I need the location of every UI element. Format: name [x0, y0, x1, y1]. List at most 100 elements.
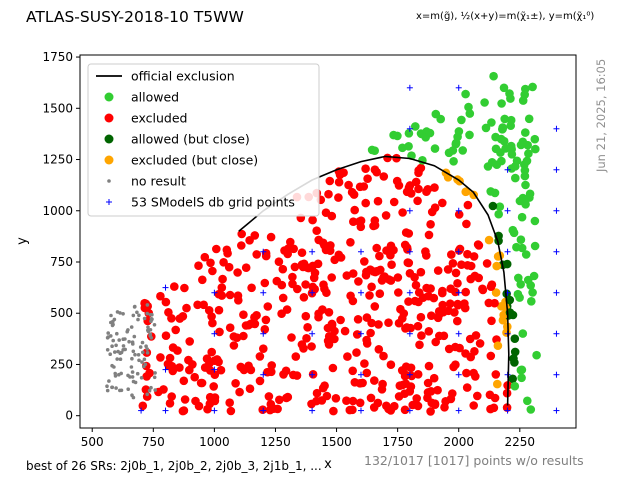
db-grid-point	[309, 407, 316, 414]
scan-point	[318, 383, 328, 393]
no-result-point	[110, 344, 114, 349]
scan-point	[462, 383, 472, 392]
scan-point	[386, 360, 396, 370]
scan-point	[245, 384, 255, 394]
no-result-point	[129, 325, 134, 329]
no-result-point	[142, 364, 146, 369]
scan-point	[361, 198, 371, 208]
scan-point	[291, 352, 301, 361]
scan-point	[266, 232, 276, 242]
scan-point	[360, 359, 369, 368]
no-result-point	[113, 350, 117, 354]
x-tick-label: 1250	[260, 435, 291, 449]
db-grid-point	[504, 407, 511, 414]
no-result-point	[105, 384, 109, 389]
scan-point	[489, 71, 498, 81]
scan-point	[279, 370, 288, 379]
scan-point	[433, 385, 442, 395]
no-result-point	[106, 331, 110, 335]
no-result-point	[107, 379, 111, 383]
db-grid-point	[553, 207, 560, 214]
scan-point	[438, 198, 447, 208]
scan-point	[413, 401, 423, 411]
no-result-point	[131, 313, 136, 318]
db-grid-point	[309, 248, 316, 255]
scan-point	[455, 244, 465, 254]
scan-point	[164, 308, 173, 317]
scan-point	[278, 264, 288, 274]
scan-point	[215, 327, 224, 337]
scan-point	[200, 252, 210, 262]
scan-point	[168, 366, 178, 376]
scan-point	[497, 99, 506, 108]
scan-point	[528, 82, 537, 92]
scan-point	[531, 144, 540, 154]
no-result-point	[146, 325, 150, 330]
scan-point	[465, 109, 475, 118]
scan-point	[218, 274, 227, 284]
y-axis-label: y	[15, 237, 30, 245]
scan-point	[424, 361, 434, 371]
scan-point	[217, 283, 227, 292]
scan-point	[345, 405, 355, 415]
scan-point	[372, 243, 382, 253]
no-result-point	[131, 349, 136, 354]
db-grid-point	[455, 371, 462, 378]
scan-point	[445, 299, 455, 309]
scan-point	[411, 177, 421, 187]
scan-point	[367, 318, 376, 328]
scan-point	[369, 403, 379, 412]
scan-point	[352, 348, 361, 357]
db-grid-point	[211, 289, 218, 296]
scan-point	[404, 129, 414, 138]
scan-point	[464, 102, 473, 112]
no-result-point	[153, 388, 157, 392]
scan-point	[405, 269, 415, 278]
scan-point	[379, 351, 388, 361]
scan-point	[354, 277, 363, 286]
scan-point	[272, 276, 282, 286]
scan-point	[161, 297, 171, 307]
scan-point	[212, 244, 221, 254]
scan-point	[478, 285, 488, 295]
no-result-point	[127, 339, 131, 344]
db-grid-point	[553, 166, 560, 173]
scan-point	[156, 291, 165, 301]
scan-point	[447, 250, 456, 259]
plot-frame	[79, 54, 577, 429]
scan-point	[252, 250, 261, 259]
scan-point	[263, 302, 273, 311]
scan-point	[511, 162, 520, 171]
scan-point	[267, 361, 277, 370]
no-result-point	[130, 375, 135, 379]
scan-point	[180, 395, 190, 404]
scan-point	[349, 217, 358, 226]
scan-point	[438, 286, 447, 296]
scan-point	[490, 393, 500, 403]
scan-point	[473, 240, 483, 249]
db-grid-point	[406, 84, 413, 91]
scan-point	[360, 257, 369, 266]
scan-point	[190, 372, 199, 382]
scan-point	[328, 363, 338, 373]
scan-point	[239, 365, 249, 375]
scan-point	[486, 404, 495, 414]
scan-point	[451, 360, 460, 370]
scan-point	[508, 374, 517, 384]
scan-point	[267, 367, 276, 377]
scan-point	[449, 157, 458, 166]
no-result-point	[137, 313, 141, 318]
no-result-point	[153, 371, 157, 375]
legend-label: 53 SModelS db grid points	[131, 195, 295, 210]
legend-label: no result	[131, 174, 186, 189]
no-result-point	[119, 350, 124, 355]
scan-point	[370, 165, 380, 174]
scan-point	[444, 344, 454, 354]
db-grid-point	[406, 407, 413, 414]
db-grid-point	[211, 330, 218, 337]
scan-point	[429, 373, 439, 383]
scan-point	[278, 293, 288, 303]
scan-point	[161, 331, 171, 341]
scan-point	[259, 344, 268, 354]
scan-point	[500, 114, 510, 124]
